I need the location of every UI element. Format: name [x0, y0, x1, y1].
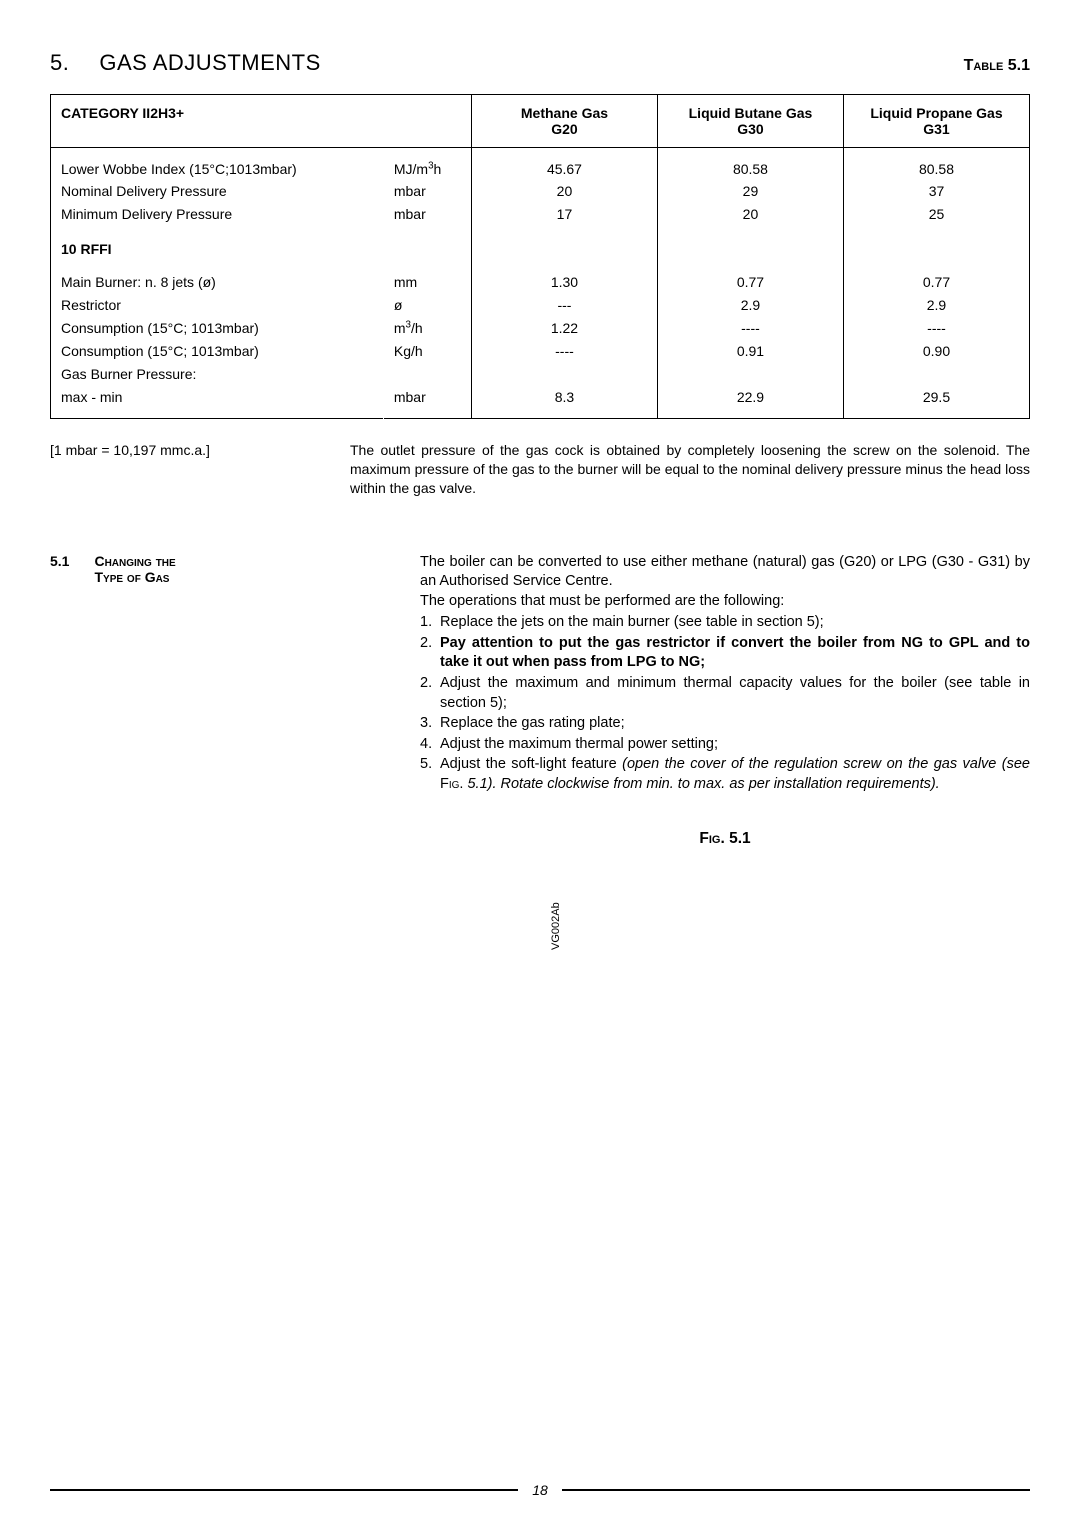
subsection-number: 5.1: [50, 553, 69, 851]
g31-cell: [843, 363, 1029, 386]
table-row: Restrictorø---2.92.9: [51, 294, 1030, 317]
list-item: 2.Pay attention to put the gas restricto…: [420, 634, 1030, 673]
unit-cell: mbar: [383, 386, 471, 409]
g31-cell: 0.90: [843, 340, 1029, 363]
g31-cell: 37: [843, 180, 1029, 203]
g31-cell: 2.9: [843, 294, 1029, 317]
subsection-intro-1: The boiler can be converted to use eithe…: [420, 553, 1030, 592]
g31-cell: 29.5: [843, 386, 1029, 409]
list-item: 5.Adjust the soft-light feature (open th…: [420, 755, 1030, 794]
outlet-pressure-note: The outlet pressure of the gas cock is o…: [350, 441, 1030, 498]
section-number: 5.: [50, 50, 69, 75]
table-row: Consumption (15°C; 1013mbar)Kg/h----0.91…: [51, 340, 1030, 363]
sub-header: 10 RFFI: [51, 226, 384, 261]
category-header: CATEGORY II2H3+: [51, 95, 472, 148]
page-number: 18: [518, 1482, 562, 1498]
g30-cell: 29: [657, 180, 843, 203]
subsection-body: The boiler can be converted to use eithe…: [420, 553, 1030, 851]
param-cell: Nominal Delivery Pressure: [51, 180, 384, 203]
table-row: max - minmbar8.322.929.5: [51, 386, 1030, 409]
g20-cell: 8.3: [471, 386, 657, 409]
param-cell: Minimum Delivery Pressure: [51, 203, 384, 226]
param-cell: Consumption (15°C; 1013mbar): [51, 340, 384, 363]
unit-cell: mbar: [383, 180, 471, 203]
param-cell: Gas Burner Pressure:: [51, 363, 384, 386]
unit-cell: MJ/m3h: [383, 158, 471, 181]
param-cell: Restrictor: [51, 294, 384, 317]
subsection-heading: 5.1 Changing the Type of Gas: [50, 553, 420, 851]
table-row: Main Burner: n. 8 jets (ø)mm1.300.770.77: [51, 271, 1030, 294]
gas-adjustments-table: CATEGORY II2H3+ Methane GasG20 Liquid Bu…: [50, 94, 1030, 419]
g30-cell: 22.9: [657, 386, 843, 409]
table-row: Consumption (15°C; 1013mbar)m3/h1.22----…: [51, 317, 1030, 340]
footer-line-right: [562, 1489, 1030, 1491]
unit-cell: ø: [383, 294, 471, 317]
section-title: 5. GAS ADJUSTMENTS: [50, 50, 321, 76]
param-cell: Consumption (15°C; 1013mbar): [51, 317, 384, 340]
g31-cell: ----: [843, 317, 1029, 340]
list-item: 1.Replace the jets on the main burner (s…: [420, 613, 1030, 633]
steps-list: 1.Replace the jets on the main burner (s…: [420, 613, 1030, 794]
figure-area: VG002Ab: [50, 850, 1030, 1210]
unit-cell: mbar: [383, 203, 471, 226]
table-row: Gas Burner Pressure:: [51, 363, 1030, 386]
subsection-intro-2: The operations that must be performed ar…: [420, 592, 1030, 612]
g30-cell: 0.91: [657, 340, 843, 363]
g31-cell: 80.58: [843, 158, 1029, 181]
g30-cell: 20: [657, 203, 843, 226]
col-header-g20: Methane GasG20: [471, 95, 657, 148]
g31-cell: 0.77: [843, 271, 1029, 294]
unit-cell: Kg/h: [383, 340, 471, 363]
g20-cell: ---: [471, 294, 657, 317]
unit-cell: m3/h: [383, 317, 471, 340]
list-item: 3.Replace the gas rating plate;: [420, 714, 1030, 734]
list-item: 4.Adjust the maximum thermal power setti…: [420, 735, 1030, 755]
g20-cell: 20: [471, 180, 657, 203]
g31-cell: 25: [843, 203, 1029, 226]
mbar-conversion-note: [1 mbar = 10,197 mmc.a.]: [50, 441, 350, 498]
subsection-title-line2: Type of Gas: [94, 569, 169, 585]
table-row: Nominal Delivery Pressurembar202937: [51, 180, 1030, 203]
page-footer: 18: [50, 1482, 1030, 1498]
unit-cell: [383, 363, 471, 386]
g30-cell: 0.77: [657, 271, 843, 294]
g20-cell: 17: [471, 203, 657, 226]
g30-cell: ----: [657, 317, 843, 340]
section-title-text: GAS ADJUSTMENTS: [99, 50, 320, 75]
g30-cell: [657, 363, 843, 386]
g20-cell: ----: [471, 340, 657, 363]
param-cell: Lower Wobbe Index (15°C;1013mbar): [51, 158, 384, 181]
g20-cell: 1.22: [471, 317, 657, 340]
col-header-g31: Liquid Propane GasG31: [843, 95, 1029, 148]
g20-cell: [471, 363, 657, 386]
g20-cell: 1.30: [471, 271, 657, 294]
param-cell: Main Burner: n. 8 jets (ø): [51, 271, 384, 294]
table-row: Minimum Delivery Pressurembar172025: [51, 203, 1030, 226]
footer-line-left: [50, 1489, 518, 1491]
unit-cell: mm: [383, 271, 471, 294]
figure-label: Fig. 5.1: [420, 829, 1030, 850]
col-header-g30: Liquid Butane GasG30: [657, 95, 843, 148]
subsection-title-line1: Changing the: [94, 553, 175, 569]
table-row: Lower Wobbe Index (15°C;1013mbar)MJ/m3h4…: [51, 158, 1030, 181]
g30-cell: 2.9: [657, 294, 843, 317]
g20-cell: 45.67: [471, 158, 657, 181]
table-label: Table 5.1: [964, 57, 1030, 75]
g30-cell: 80.58: [657, 158, 843, 181]
list-item: 2.Adjust the maximum and minimum thermal…: [420, 674, 1030, 713]
figure-vg-code: VG002Ab: [550, 903, 562, 951]
param-cell: max - min: [51, 386, 384, 409]
